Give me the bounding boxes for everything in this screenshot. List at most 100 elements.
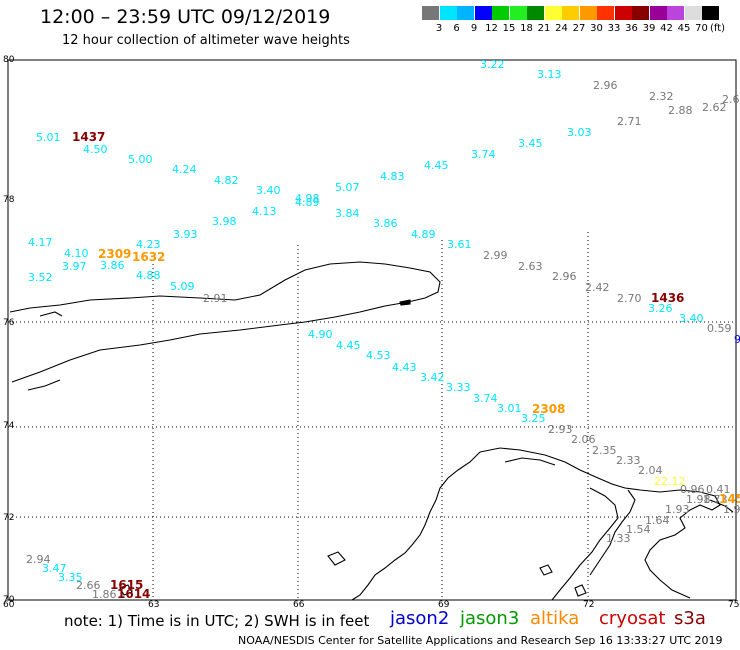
wave-height-value: 1.54: [626, 523, 651, 536]
satellite-jason3-label: jason3: [460, 608, 520, 629]
wave-height-value: 2.93: [548, 423, 573, 436]
wave-height-value: 4.53: [366, 349, 391, 362]
wave-height-value: 2.62: [702, 101, 727, 114]
wave-height-value: 3.33: [446, 381, 471, 394]
wave-height-value: 3.35: [58, 571, 83, 584]
wave-height-value: 2308: [532, 402, 566, 416]
legend-label: 21: [537, 23, 551, 34]
legend-swatch: [509, 6, 527, 20]
wave-height-value: 0.41: [706, 483, 731, 496]
wave-height-value: 2.63: [518, 260, 543, 273]
legend-label: 9: [470, 23, 478, 34]
wave-height-value: 3.98: [212, 215, 237, 228]
wave-height-value: 4.45: [336, 339, 361, 352]
legend-label: 24: [555, 23, 568, 34]
wave-height-value: 2.06: [571, 433, 596, 446]
map-frame: [7, 59, 737, 601]
wave-height-value: 22.12: [654, 475, 686, 488]
wave-height-value: 3.22: [480, 58, 505, 71]
wave-height-value: 4.23: [136, 238, 161, 251]
wave-height-value: 4.82: [214, 174, 239, 187]
coastline: [9, 261, 734, 601]
lon-label: 69: [438, 600, 450, 610]
legend-swatch: [474, 6, 492, 20]
wave-height-value: 4.89: [295, 196, 320, 209]
lon-label: 75: [728, 600, 740, 610]
wave-height-value: 3.93: [173, 228, 198, 241]
legend-swatch: [649, 6, 667, 20]
wave-height-value: 3.13: [537, 68, 562, 81]
wave-height-value: 4.17: [28, 236, 53, 249]
wave-height-value: 1436: [651, 291, 685, 305]
legend-swatch: [702, 6, 719, 20]
wave-height-value: 1.64: [645, 514, 670, 527]
wave-height-value: 3.47: [42, 562, 67, 575]
wave-height-value: 4.13: [252, 205, 277, 218]
lat-label: 80: [3, 55, 15, 65]
wave-height-value: 4.50: [83, 143, 108, 156]
lat-label: 74: [3, 421, 15, 431]
wave-height-value: 1614: [117, 587, 151, 601]
satellite-cryosat-label: cryosat: [599, 608, 666, 629]
legend-swatch: [614, 6, 632, 20]
satellite-altika-label: altika: [530, 608, 580, 629]
legend-swatch: [492, 6, 509, 20]
lat-label: 78: [3, 195, 15, 205]
satellite-s3a-label: s3a: [674, 608, 706, 629]
wave-height-value: 4.83: [380, 170, 405, 183]
wave-height-value: 2.66: [76, 579, 101, 592]
wave-height-value: 3.74: [471, 148, 496, 161]
legend-swatch: [684, 6, 702, 20]
legend-label: 33: [607, 23, 621, 34]
wave-height-value: 2.91: [203, 292, 228, 305]
lon-label: 63: [148, 600, 160, 610]
lat-label: 70: [3, 595, 15, 605]
wave-height-value: 3.42: [420, 371, 445, 384]
wave-height-value: 5.09: [170, 280, 195, 293]
wave-height-value: 2.33: [616, 454, 641, 467]
legend-swatch: [667, 6, 684, 20]
wave-height-value: 2.6: [722, 93, 740, 106]
legend-label: 30: [590, 23, 603, 34]
wave-height-value: 1.86: [92, 588, 117, 601]
wave-height-value: 1.99: [723, 503, 740, 516]
wave-height-value: 3.03: [567, 126, 592, 139]
legend-swatch: [632, 6, 649, 20]
legend-label: 39: [642, 23, 656, 34]
wave-height-value: 2309: [98, 247, 132, 261]
wave-height-value: 1632: [132, 250, 166, 264]
wave-height-value: 3.86: [373, 217, 398, 230]
legend-swatch: [527, 6, 544, 20]
wave-height-value: 2.71: [617, 115, 642, 128]
map-subtitle: 12 hour collection of altimeter wave hei…: [62, 33, 350, 48]
footer-credit: NOAA/NESDIS Center for Satellite Applica…: [238, 634, 723, 647]
wave-height-value: 2.88: [668, 104, 693, 117]
wave-height-value: 4.90: [308, 328, 333, 341]
wave-height-value: 2.94: [26, 553, 51, 566]
wave-height-value: 2.42: [585, 281, 610, 294]
wave-height-value: 3.40: [256, 184, 281, 197]
wave-height-value: 3.84: [335, 207, 360, 220]
wave-height-value: 2.04: [638, 464, 663, 477]
wave-height-value: 0.96: [680, 483, 705, 496]
legend-swatch: [439, 6, 457, 20]
wave-height-value: 3.61: [447, 238, 472, 251]
wave-height-value: 2.35: [592, 444, 617, 457]
wave-height-value: 3.26: [648, 302, 673, 315]
legend-label: 42: [660, 23, 673, 34]
wave-height-value: 3.25: [521, 412, 546, 425]
wave-height-value: 3.01: [497, 402, 522, 415]
legend-swatch: [562, 6, 579, 20]
wave-height-value: 4.43: [392, 361, 417, 374]
wave-height-value: 9: [734, 333, 740, 346]
lat-label: 76: [3, 318, 15, 328]
note-text: note: 1) Time is in UTC; 2) SWH is in fe…: [64, 612, 370, 630]
wave-height-value: 3.74: [473, 392, 498, 405]
lon-label: 72: [583, 600, 595, 610]
wave-height-value: 4.24: [172, 163, 197, 176]
wave-height-value: 3.52: [28, 271, 53, 284]
legend-label: 12: [485, 23, 498, 34]
wave-height-value: 2.32: [649, 90, 674, 103]
